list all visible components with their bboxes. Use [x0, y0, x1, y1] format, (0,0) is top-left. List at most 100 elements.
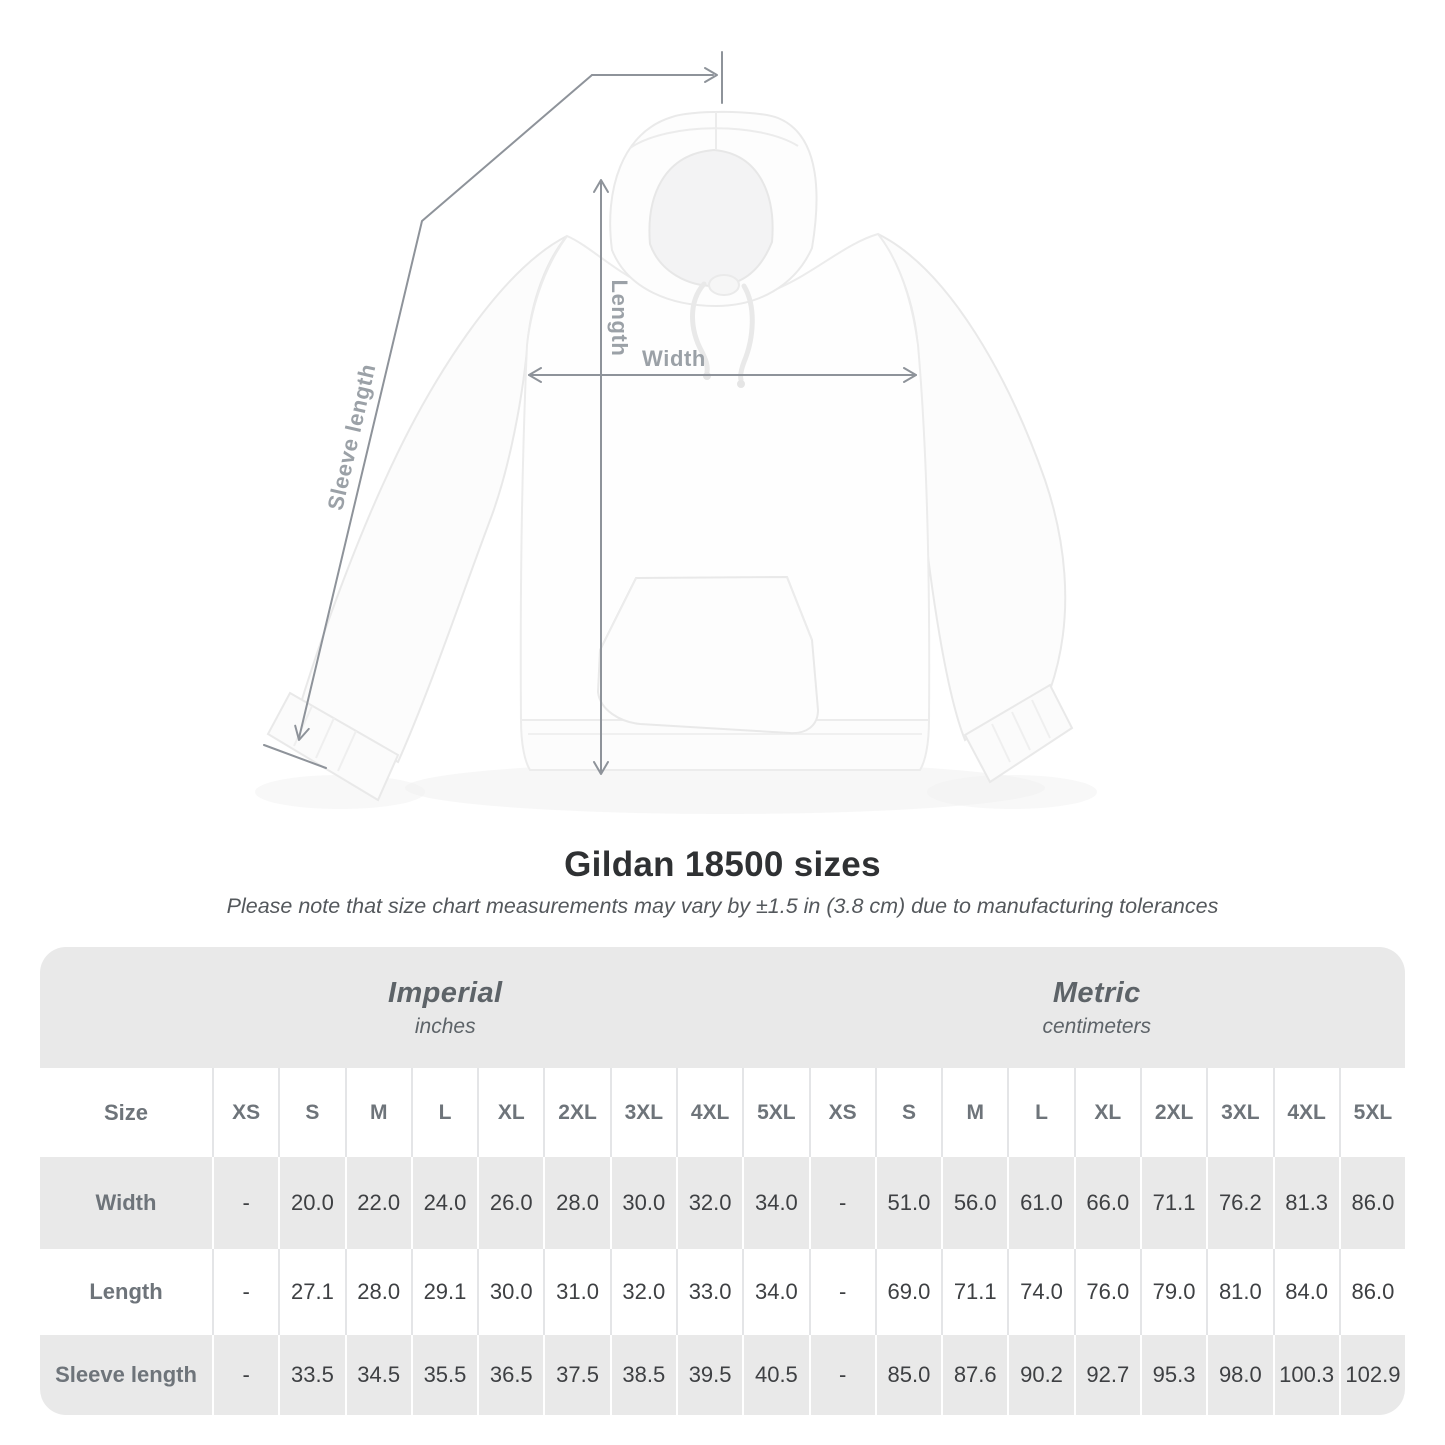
row-label: Width [95, 1190, 157, 1215]
metric-value-cell: 95.3 [1139, 1335, 1206, 1415]
size-column-header: S [874, 1068, 941, 1157]
imperial-value-cell: 32.0 [675, 1157, 742, 1249]
size-column-header: M [941, 1068, 1007, 1157]
size-column-header: M [344, 1068, 411, 1157]
table-body: Width -20.0 22.0 24.0 26.0 28.0 30.0 32.0 34.0-5… [40, 1157, 1405, 1415]
size-column-header: 3XL [609, 1068, 676, 1157]
metric-value-cell: 84.0 [1272, 1249, 1339, 1335]
imperial-value-cell: 33.0 [675, 1249, 742, 1335]
imperial-value-cell: 28.0 [344, 1249, 411, 1335]
metric-value-cell: 86.0 [1338, 1249, 1405, 1335]
imperial-value-cell: 37.5 [543, 1335, 609, 1415]
table-row: Length -27.1 28.0 29.1 30.0 31.0 32.0 33.0 34.0-… [40, 1249, 1405, 1335]
metric-value-cell: 74.0 [1007, 1249, 1073, 1335]
imperial-header: Imperial inches [40, 947, 808, 1068]
length-arrowhead-top [593, 179, 609, 193]
imperial-value-cell: 40.5 [742, 1335, 808, 1415]
metric-value-cell: 66.0 [1073, 1157, 1140, 1249]
imperial-value-cell: 24.0 [410, 1157, 477, 1249]
imperial-value-cell: 26.0 [477, 1157, 543, 1249]
imperial-value-cell: 22.0 [344, 1157, 411, 1249]
size-table: Imperial inches Metric centimeters Size … [40, 947, 1405, 1415]
metric-value-cell: 102.9 [1338, 1335, 1405, 1415]
metric-value-cell: 69.0 [874, 1249, 941, 1335]
page-title: Gildan 18500 sizes [564, 845, 881, 884]
metric-value-cell: 76.0 [1073, 1249, 1140, 1335]
size-column-header: L [410, 1068, 477, 1157]
hoodie-measurement-diagram [255, 51, 1097, 814]
imperial-value-cell: 29.1 [410, 1249, 477, 1335]
sleeve-arrowhead-right [704, 67, 718, 83]
metric-value-cell: 71.1 [1139, 1157, 1206, 1249]
table-row: Sleeve length -33.5 34.5 35.5 36.5 37.5 38.5 39… [40, 1335, 1405, 1415]
length-arrow-label: Length [607, 279, 632, 357]
imperial-value-cell: 30.0 [609, 1157, 676, 1249]
metric-value-cell: 71.1 [941, 1249, 1007, 1335]
metric-value-cell: 51.0 [874, 1157, 941, 1249]
sleeve-length-arrow-label: Sleeve length [322, 361, 381, 513]
length-arrowhead-bottom [593, 761, 609, 775]
width-arrowhead-right [903, 367, 917, 383]
imperial-value-cell: 39.5 [675, 1335, 742, 1415]
imperial-value-cell: 31.0 [543, 1249, 609, 1335]
tolerance-note: Please note that size chart measurements… [226, 894, 1219, 918]
imperial-value-cell: 32.0 [609, 1249, 676, 1335]
imperial-value-cell: 33.5 [278, 1335, 344, 1415]
metric-label: Metric [1052, 976, 1141, 1009]
size-column-header: 5XL [1338, 1068, 1405, 1157]
imperial-value-cell: 34.0 [742, 1249, 808, 1335]
imperial-value-cell: 20.0 [278, 1157, 344, 1249]
imperial-value-cell: 34.0 [742, 1157, 808, 1249]
unit-system-band: Imperial inches Metric centimeters [40, 947, 1405, 1068]
size-column-header: S [278, 1068, 344, 1157]
width-arrow-label: Width [642, 346, 706, 371]
hoodie-photo [255, 110, 1097, 814]
sleeve-bottom-tick [263, 744, 327, 769]
imperial-value-cell: 36.5 [477, 1335, 543, 1415]
metric-value-cell: 90.2 [1007, 1335, 1073, 1415]
table-row: Width -20.0 22.0 24.0 26.0 28.0 30.0 32.0 34.0-5… [40, 1157, 1405, 1249]
sleeve-arrowhead-bottom [294, 724, 310, 741]
metric-value-cell: 79.0 [1139, 1249, 1206, 1335]
width-arrowhead-left [528, 367, 542, 383]
imperial-value-cell: 27.1 [278, 1249, 344, 1335]
metric-value-cell: 86.0 [1338, 1157, 1405, 1249]
sleeve-arrow-diagonal [298, 74, 593, 739]
imperial-value-cell: 35.5 [410, 1335, 477, 1415]
metric-value-cell: 81.3 [1272, 1157, 1339, 1249]
size-column-header: XL [477, 1068, 543, 1157]
imperial-value-cell: 34.5 [344, 1335, 411, 1415]
metric-value-cell: - [808, 1157, 875, 1249]
metric-value-cell: 76.2 [1206, 1157, 1272, 1249]
metric-value-cell: 92.7 [1073, 1335, 1140, 1415]
size-column-header: XL [1073, 1068, 1140, 1157]
size-column-header: 2XL [1139, 1068, 1206, 1157]
metric-header: Metric centimeters [808, 947, 1405, 1068]
metric-value-cell: 56.0 [941, 1157, 1007, 1249]
imperial-unit-label: inches [414, 1014, 476, 1038]
metric-unit-label: centimeters [1042, 1014, 1152, 1038]
size-column-header: 4XL [1272, 1068, 1339, 1157]
metric-value-cell: 61.0 [1007, 1157, 1073, 1249]
size-column-header: 2XL [543, 1068, 609, 1157]
size-column-header: XS [212, 1068, 278, 1157]
imperial-value-cell: 30.0 [477, 1249, 543, 1335]
size-column-header: 5XL [742, 1068, 808, 1157]
imperial-value-cell: 38.5 [609, 1335, 676, 1415]
metric-value-cell: 98.0 [1206, 1335, 1272, 1415]
imperial-value-cell: 28.0 [543, 1157, 609, 1249]
metric-value-cell: 85.0 [874, 1335, 941, 1415]
metric-value-cell: 87.6 [941, 1335, 1007, 1415]
size-column-header: 4XL [675, 1068, 742, 1157]
imperial-label: Imperial [388, 976, 503, 1009]
imperial-value-cell: - [212, 1157, 278, 1249]
metric-value-cell: 100.3 [1272, 1335, 1339, 1415]
size-header-row: Size XS S M L XL 2XL 3XL 4XL 5XL XS S M L XL 2XL 3XL 4XL… [40, 1068, 1405, 1157]
row-label: Length [89, 1279, 163, 1304]
row-label: Sleeve length [55, 1362, 197, 1387]
metric-value-cell: - [808, 1249, 875, 1335]
size-column-header: 3XL [1206, 1068, 1272, 1157]
imperial-value-cell: - [212, 1335, 278, 1415]
size-corner-label: Size [103, 1099, 149, 1125]
